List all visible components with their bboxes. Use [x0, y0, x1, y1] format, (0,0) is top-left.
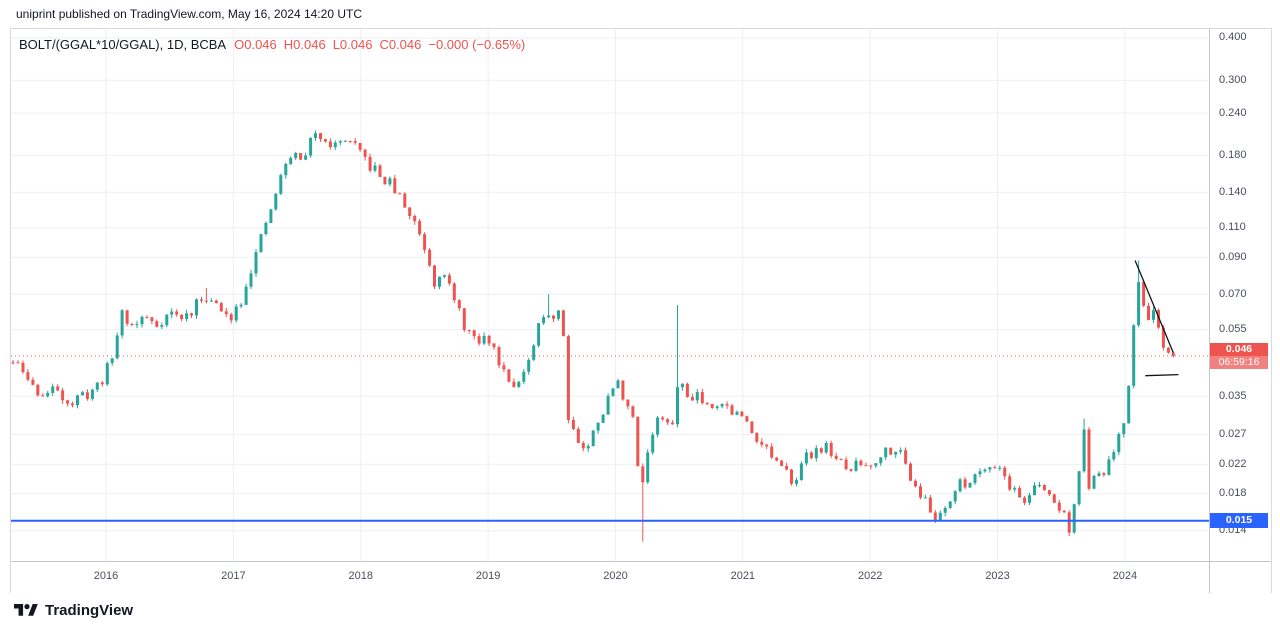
time-axis-label: 2019: [475, 570, 501, 582]
price-axis-label: 0.022: [1219, 457, 1247, 470]
time-axis-label: 2021: [730, 570, 756, 582]
price-axis-label: 0.070: [1219, 287, 1247, 300]
axis-separator-horizontal: [11, 561, 1271, 562]
ohlc-values: O0.046 H0.046 L0.046 C0.046 −0.000 (−0.65%): [234, 37, 532, 52]
price-axis-label: 0.400: [1219, 31, 1247, 44]
ohlc-item: −0.000 (−0.65%): [428, 37, 526, 52]
price-axis-label: 0.027: [1219, 427, 1247, 440]
time-axis-label: 2017: [221, 570, 246, 582]
axis-separator-vertical: [1209, 29, 1210, 593]
time-axis-label: 2022: [857, 570, 883, 582]
price-axis-label: 0.090: [1219, 250, 1247, 263]
price-chart[interactable]: [11, 29, 1209, 561]
hline-price-badge: 0.015: [1210, 513, 1268, 529]
price-axis-label: 0.018: [1219, 487, 1247, 500]
price-axis-label: 0.240: [1219, 106, 1247, 119]
price-axis-label: 0.055: [1219, 323, 1247, 336]
price-axis[interactable]: 0.400 0.300 0.240 0.180 0.140 0.110 0.090 0.070…: [1210, 29, 1271, 561]
last-price-badge: 0.046 06:59:16: [1210, 342, 1268, 369]
ohlc-item: O0.046: [234, 37, 277, 52]
footer: TradingView: [0, 593, 1280, 627]
price-axis-label: 0.180: [1219, 148, 1247, 161]
grid: [11, 29, 1209, 561]
time-axis-label: 2018: [348, 570, 373, 582]
time-axis[interactable]: 2016 2017 2018 2019 2020 2021 2022 2023 2024: [11, 562, 1209, 593]
tradingview-logo-icon[interactable]: [14, 601, 38, 620]
time-axis-label: 2020: [603, 570, 628, 582]
price-axis-label: 0.110: [1219, 221, 1246, 234]
price-axis-label: 0.140: [1219, 185, 1247, 198]
chart-widget: BOLT/(GGAL*10/GGAL), 1D, BCBA O0.046 H0.0…: [10, 28, 1272, 594]
bar-countdown: 06:59:16: [1210, 355, 1268, 369]
chart-legend: BOLT/(GGAL*10/GGAL), 1D, BCBA O0.046 H0.0…: [19, 37, 532, 52]
price-axis-label: 0.300: [1219, 73, 1247, 86]
attribution-text: uniprint published on TradingView.com, M…: [16, 7, 362, 21]
time-axis-label: 2024: [1112, 570, 1138, 582]
trendline-drawings[interactable]: [1134, 260, 1179, 377]
price-axis-label: 0.035: [1219, 389, 1247, 402]
ohlc-item: C0.046: [379, 37, 422, 52]
time-axis-label: 2016: [93, 570, 119, 582]
symbol-title[interactable]: BOLT/(GGAL*10/GGAL), 1D, BCBA: [19, 37, 227, 52]
ohlc-item: H0.046: [283, 37, 326, 52]
ohlc-item: L0.046: [332, 37, 373, 52]
tradingview-brand[interactable]: TradingView: [45, 601, 134, 619]
time-axis-label: 2023: [985, 570, 1010, 582]
last-price-value: 0.046: [1210, 342, 1268, 356]
candles-series[interactable]: [11, 130, 1175, 542]
